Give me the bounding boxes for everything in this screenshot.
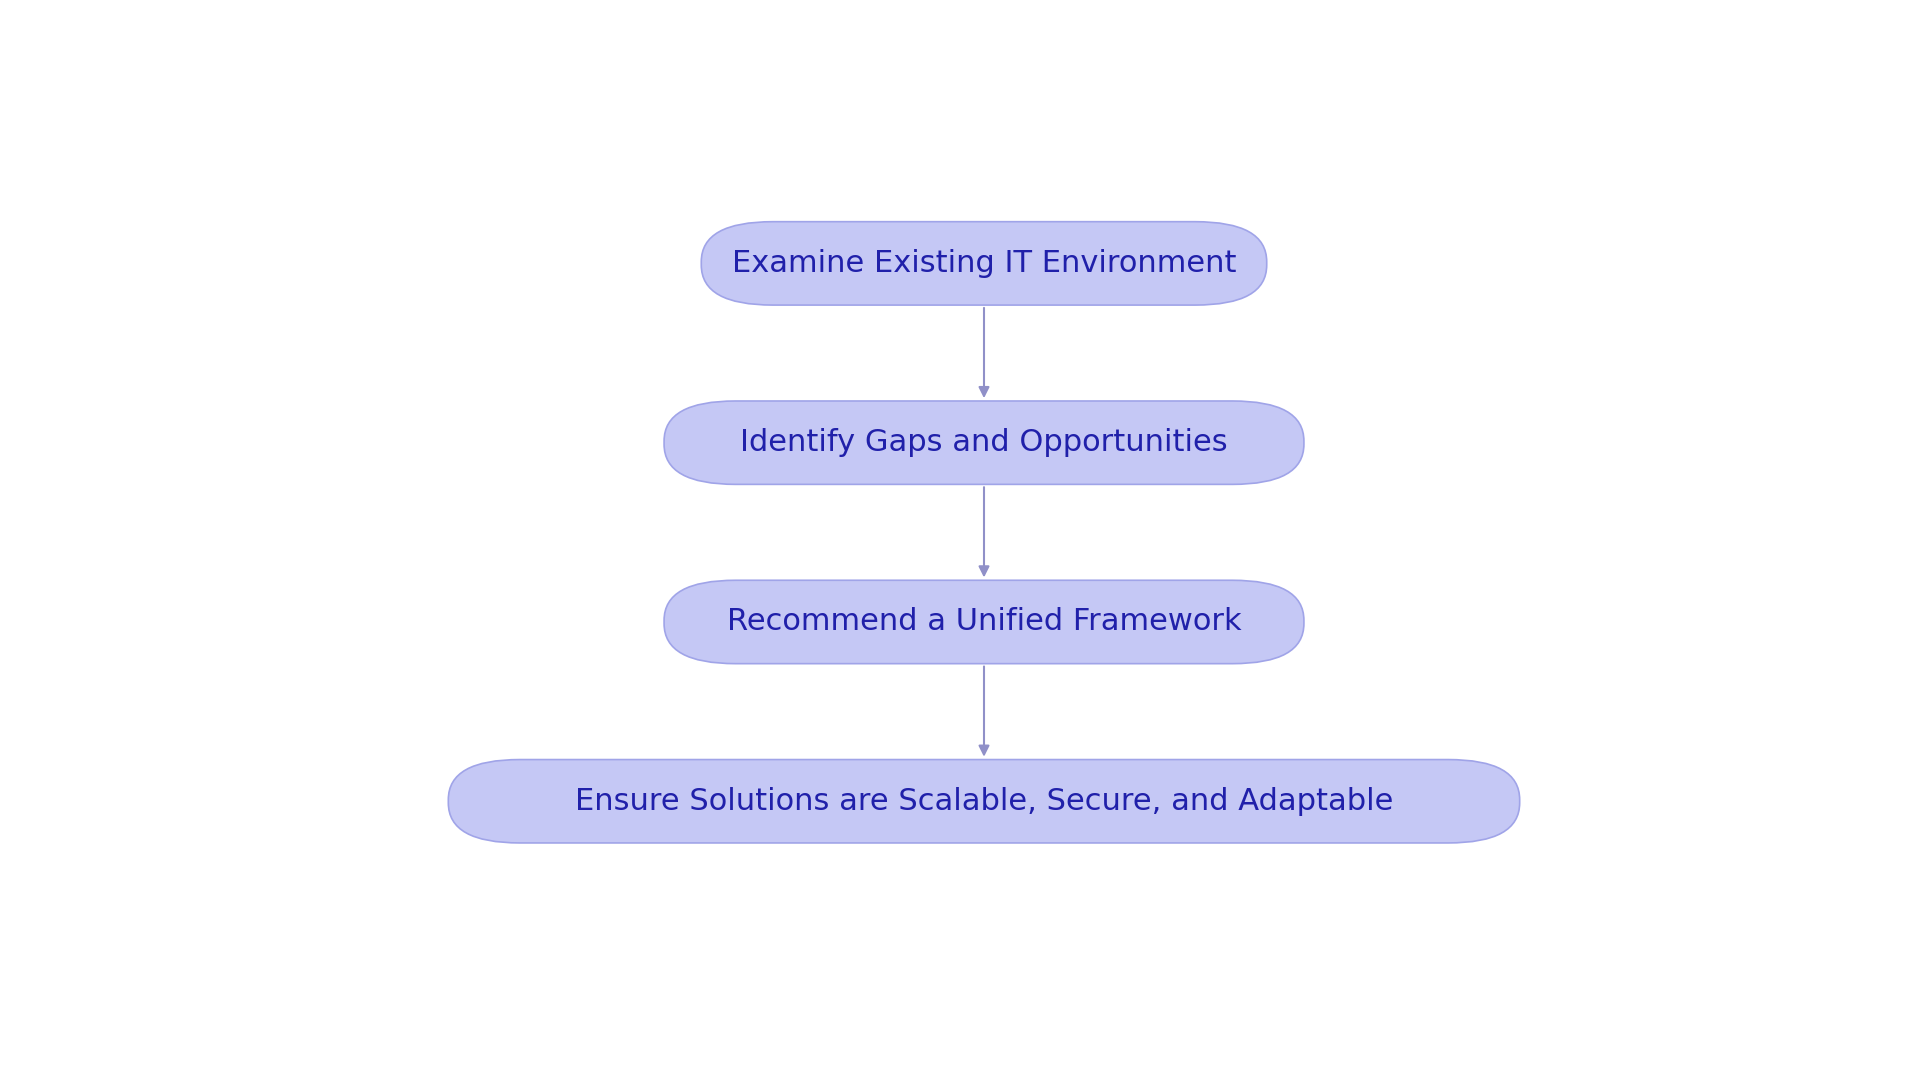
- Text: Ensure Solutions are Scalable, Secure, and Adaptable: Ensure Solutions are Scalable, Secure, a…: [574, 786, 1394, 815]
- Text: Examine Existing IT Environment: Examine Existing IT Environment: [732, 249, 1236, 278]
- FancyBboxPatch shape: [701, 222, 1267, 305]
- Text: Identify Gaps and Opportunities: Identify Gaps and Opportunities: [741, 428, 1227, 457]
- FancyBboxPatch shape: [664, 580, 1304, 664]
- Text: Recommend a Unified Framework: Recommend a Unified Framework: [726, 608, 1242, 637]
- FancyBboxPatch shape: [449, 759, 1521, 843]
- FancyBboxPatch shape: [664, 401, 1304, 484]
